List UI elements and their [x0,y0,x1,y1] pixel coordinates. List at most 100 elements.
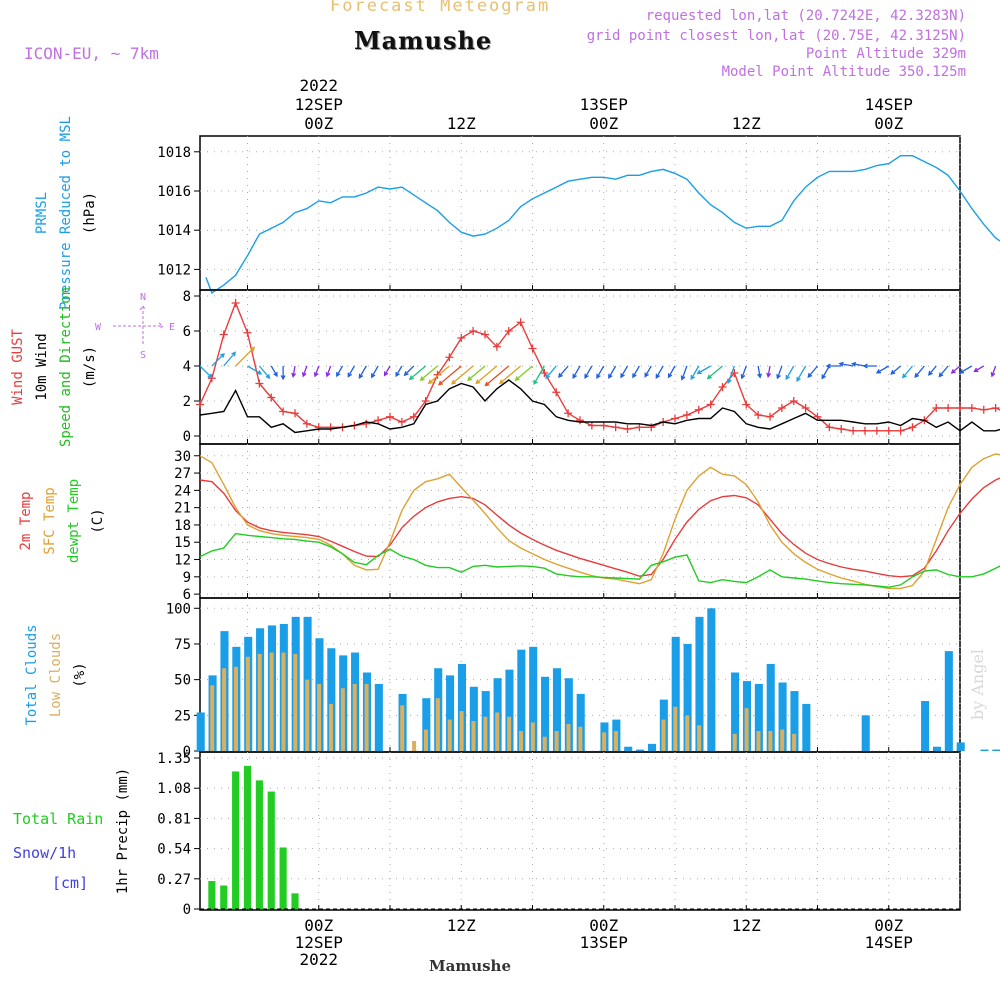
wind-direction-arrow [990,365,997,378]
gust-marker [932,404,941,412]
gust-marker [611,423,620,432]
gust-marker [552,388,561,397]
bar-low-clouds [257,653,262,751]
wind-direction-arrow [973,365,985,373]
bar-low-clouds [507,716,512,751]
compass-w: W [95,322,102,333]
ytick-label-temperature: 9 [183,570,191,586]
gust-marker [219,330,228,339]
gust-marker [386,412,394,421]
gust-marker [409,412,418,421]
wind-direction-arrow [211,352,225,367]
bar-low-clouds [792,733,797,751]
ylabel-temperature-3: (C) [90,508,106,533]
wind-direction-arrow [825,363,842,369]
bar-total-clouds [731,672,740,751]
wind-direction-arrow [313,365,320,378]
bar-low-clouds [245,656,250,751]
bar-low-clouds [613,731,618,751]
bottom-time-label: 00Z [874,916,903,935]
bar-low-clouds [471,721,476,751]
ytick-label-temperature: 30 [174,449,191,465]
wind-direction-arrow [850,361,866,367]
wind-direction-arrow [632,365,640,379]
gust-marker [445,353,454,362]
wind-direction-arrow [247,365,263,375]
bar-total-clouds [921,701,930,751]
ytick-label-temperature: 15 [174,535,191,551]
ytick-label-clouds: 75 [174,637,191,653]
gust-marker [777,404,786,412]
gust-marker [196,400,204,409]
gust-marker [991,404,1000,412]
bar-total-clouds [576,693,585,751]
bar-total-rain [220,885,228,909]
panel-frame-precip [199,751,961,911]
bar-low-clouds [732,733,737,751]
bar-total-rain [255,780,263,909]
wind-direction-arrow [766,365,772,378]
wind-direction-arrow [875,365,890,374]
top-time-label: 2022 [299,76,338,95]
gust-marker [397,418,406,426]
bar-total-clouds [932,746,941,751]
top-time-label: 13SEP [580,95,628,114]
gust-marker [457,334,466,342]
bar-low-clouds [530,722,535,751]
gust-marker [979,405,988,414]
wind-direction-arrow [223,351,237,367]
gust-marker [884,426,893,435]
wind-direction-arrow [950,365,961,374]
wind-direction-arrow [727,365,735,385]
ylabel-temperature-2: dewpt Temp [66,479,82,563]
wind-direction-arrow [498,365,522,385]
bar-total-clouds [422,698,431,751]
bar-low-clouds [364,683,369,751]
ylabel-pressure-1: Pressure Reduced to MSL [58,116,74,310]
model-label: ICON-EU, ~ 7km [24,44,159,63]
gust-marker [528,344,537,353]
bar-total-clouds [992,749,1000,751]
ytick-label-pressure: 1018 [157,145,191,161]
ytick-label-clouds: 100 [166,601,191,617]
gust-marker [421,397,430,405]
bar-total-clouds [374,683,383,751]
bar-low-clouds [293,653,298,751]
gust-marker [718,383,727,391]
bottom-time-label: 12Z [732,916,761,935]
wind-direction-arrow [301,365,308,378]
gust-marker [754,411,763,419]
bottom-time-label: 00Z [304,916,333,935]
wind-direction-arrow [938,365,949,378]
top-time-label: 12Z [732,114,761,133]
gust-marker [967,404,976,412]
ytick-label-wind: 4 [183,359,191,375]
wind-direction-arrow [467,365,486,382]
wind-direction-arrow [370,365,379,379]
station-title: Mamushe [354,26,493,55]
bar-low-clouds [768,731,773,751]
wind-direction-arrow [740,365,747,380]
gust-marker [504,327,513,335]
bar-low-clouds [673,706,678,751]
gust-marker [576,416,584,425]
gust-marker [255,379,264,388]
gust-marker [849,426,858,435]
wind-direction-arrow [347,365,355,378]
wind-direction-arrow [291,365,297,378]
gust-marker [587,421,596,430]
bar-total-clouds [529,646,538,751]
bar-low-clouds [459,711,464,751]
bar-low-clouds [554,731,559,751]
wind-direction-arrow [336,365,344,378]
ylabel-wind-1: 10m Wind [34,333,50,400]
bar-low-clouds [495,712,500,751]
wind-direction-arrow [644,365,652,378]
gust-marker [599,421,608,430]
bar-total-clouds [683,643,692,751]
bar-total-clouds [766,663,775,751]
ytick-label-pressure: 1016 [157,184,191,200]
ytick-label-clouds: 25 [174,708,191,724]
compass-rose-icon [113,305,164,346]
